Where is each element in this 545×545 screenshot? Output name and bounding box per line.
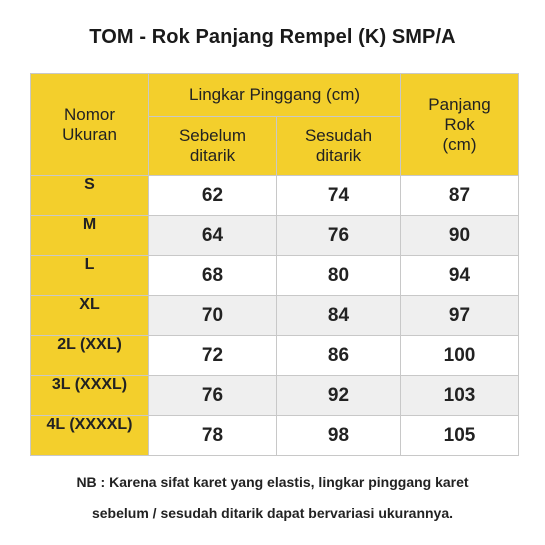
header-waist-group: Lingkar Pinggang (cm) (148, 73, 401, 117)
table-row: XL 70 84 97 (30, 295, 519, 336)
header-before-line1: Sebelum (178, 126, 247, 145)
length-cell: 87 (400, 175, 519, 216)
after-cell: 80 (276, 255, 401, 296)
before-cell: 78 (148, 415, 277, 456)
size-cell: 2L (XXL) (30, 335, 149, 376)
header-before-line2: ditarik (189, 146, 236, 165)
header-after-line1: Sesudah (304, 126, 373, 145)
table-row: S 62 74 87 (30, 175, 519, 216)
header-length-line1: Panjang (428, 94, 491, 114)
header-after: Sesudah ditarik (276, 116, 401, 176)
header-length-line3: (cm) (442, 134, 477, 154)
table-row: 4L (XXXXL) 78 98 105 (30, 415, 519, 456)
page-title: TOM - Rok Panjang Rempel (K) SMP/A (89, 26, 456, 48)
size-cell: M (30, 215, 149, 256)
before-cell: 62 (148, 175, 277, 216)
size-chart-table: Nomor Ukuran Lingkar Pinggang (cm) Panja… (30, 73, 519, 456)
after-cell: 98 (276, 415, 401, 456)
size-cell: S (30, 175, 149, 216)
after-cell: 84 (276, 295, 401, 336)
table-row: 3L (XXXL) 76 92 103 (30, 375, 519, 416)
size-cell: XL (30, 295, 149, 336)
length-cell: 94 (400, 255, 519, 296)
size-cell: 3L (XXXL) (30, 375, 149, 416)
table-row: L 68 80 94 (30, 255, 519, 296)
after-cell: 74 (276, 175, 401, 216)
before-cell: 64 (148, 215, 277, 256)
before-cell: 68 (148, 255, 277, 296)
header-size-line1: Nomor (63, 104, 115, 124)
table-row: M 64 76 90 (30, 215, 519, 256)
header-length: Panjang Rok (cm) (400, 73, 519, 176)
length-cell: 100 (400, 335, 519, 376)
note-line-2: sebelum / sesudah ditarik dapat bervaria… (91, 505, 454, 521)
table-row: 2L (XXL) 72 86 100 (30, 335, 519, 376)
size-cell: 4L (XXXXL) (30, 415, 149, 456)
header-after-line2: ditarik (315, 146, 362, 165)
after-cell: 92 (276, 375, 401, 416)
before-cell: 72 (148, 335, 277, 376)
before-cell: 70 (148, 295, 277, 336)
header-size: Nomor Ukuran (30, 73, 149, 176)
length-cell: 97 (400, 295, 519, 336)
size-cell: L (30, 255, 149, 296)
after-cell: 76 (276, 215, 401, 256)
after-cell: 86 (276, 335, 401, 376)
header-before: Sebelum ditarik (148, 116, 277, 176)
length-cell: 103 (400, 375, 519, 416)
length-cell: 105 (400, 415, 519, 456)
length-cell: 90 (400, 215, 519, 256)
header-size-line2: Ukuran (62, 124, 117, 144)
header-length-line2: Rok (444, 114, 475, 134)
note-line-1: NB : Karena sifat karet yang elastis, li… (76, 474, 469, 490)
before-cell: 76 (148, 375, 277, 416)
